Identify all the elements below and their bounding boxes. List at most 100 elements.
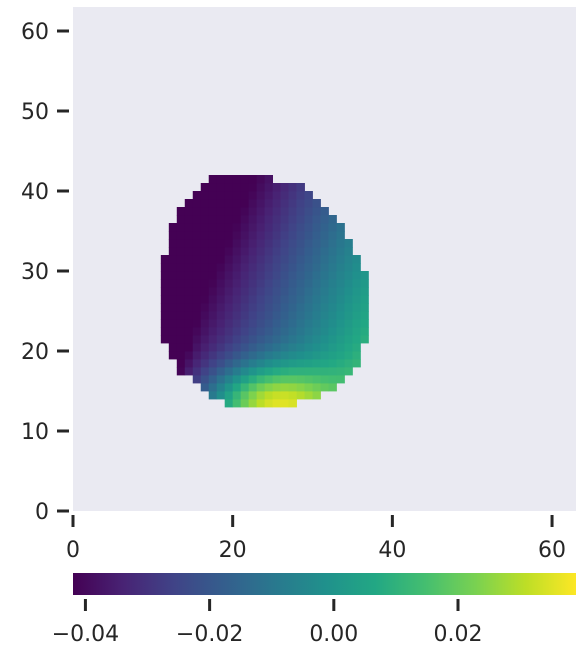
- heatmap-cell: [232, 351, 242, 360]
- heatmap-cell: [160, 271, 170, 280]
- heatmap-cell: [248, 367, 258, 376]
- heatmap-cell: [224, 319, 234, 328]
- heatmap-cell: [288, 287, 297, 296]
- heatmap-cell: [168, 295, 178, 304]
- heatmap-cell: [256, 207, 266, 216]
- heatmap-cell: [352, 351, 361, 360]
- heatmap-cell: [208, 263, 218, 272]
- heatmap-cell: [232, 215, 242, 224]
- heatmap-cell: [288, 319, 297, 328]
- heatmap-cell: [352, 263, 361, 272]
- heatmap-cell: [296, 287, 305, 296]
- heatmap-cell: [208, 327, 218, 336]
- heatmap-cell: [232, 319, 242, 328]
- heatmap-cell: [184, 239, 194, 248]
- heatmap-cell: [176, 343, 186, 352]
- colorbar: [73, 573, 576, 595]
- heatmap-cell: [256, 247, 266, 256]
- heatmap-cell: [320, 287, 329, 296]
- heatmap-cell: [304, 255, 313, 264]
- heatmap-cell: [344, 295, 353, 304]
- heatmap-cell: [248, 399, 258, 408]
- heatmap-cell: [296, 391, 305, 400]
- heatmap-cell: [248, 255, 258, 264]
- heatmap-cell: [208, 311, 218, 320]
- x-tick-label: 40: [378, 538, 406, 563]
- heatmap-cell: [264, 375, 273, 384]
- heatmap-cell: [272, 271, 281, 280]
- heatmap-cell: [176, 335, 186, 344]
- heatmap-cell: [256, 231, 266, 240]
- heatmap-cell: [216, 215, 226, 224]
- heatmap-cell: [280, 303, 289, 312]
- heatmap-cell: [344, 271, 353, 280]
- heatmap-cell: [248, 319, 258, 328]
- heatmap-cell: [296, 223, 305, 232]
- y-tick-label: 0: [35, 500, 49, 525]
- heatmap-cell: [232, 199, 242, 208]
- heatmap-cell: [312, 247, 321, 256]
- heatmap-cell: [296, 335, 305, 344]
- heatmap-cell: [296, 327, 305, 336]
- heatmap-cell: [328, 255, 337, 264]
- heatmap-cell: [352, 343, 361, 352]
- heatmap-cell: [224, 287, 234, 296]
- heatmap-cell: [256, 199, 266, 208]
- heatmap-cell: [264, 391, 273, 400]
- heatmap-cell: [312, 199, 321, 208]
- heatmap-cell: [240, 383, 250, 392]
- heatmap-cell: [248, 199, 258, 208]
- heatmap-cell: [256, 319, 266, 328]
- heatmap-cell: [304, 383, 313, 392]
- heatmap-cell: [296, 263, 305, 272]
- heatmap-cell: [208, 343, 218, 352]
- heatmap-cell: [296, 183, 305, 192]
- heatmap-cell: [184, 327, 194, 336]
- heatmap-cell: [216, 383, 226, 392]
- heatmap-cell: [360, 271, 369, 280]
- heatmap-cell: [200, 183, 210, 192]
- heatmap-cell: [352, 303, 361, 312]
- heatmap-cell: [256, 183, 266, 192]
- heatmap-cell: [336, 231, 345, 240]
- heatmap-cell: [320, 383, 329, 392]
- heatmap-cell: [168, 255, 178, 264]
- heatmap-cell: [184, 231, 194, 240]
- heatmap-cell: [336, 263, 345, 272]
- heatmap-cell: [288, 383, 297, 392]
- heatmap-cell: [240, 247, 250, 256]
- heatmap-cell: [288, 391, 297, 400]
- heatmap-cell: [328, 231, 337, 240]
- colorbar-tick-label: −0.04: [52, 622, 119, 647]
- heatmap-cell: [264, 335, 273, 344]
- heatmap-cell: [208, 223, 218, 232]
- heatmap-cell: [320, 335, 329, 344]
- heatmap-cell: [192, 215, 202, 224]
- heatmap-cell: [184, 247, 194, 256]
- heatmap-cell: [240, 199, 250, 208]
- heatmap-cell: [328, 215, 337, 224]
- heatmap-cell: [224, 343, 234, 352]
- heatmap-cell: [216, 311, 226, 320]
- heatmap-cell: [264, 247, 273, 256]
- heatmap-cell: [216, 191, 226, 200]
- heatmap-cell: [224, 351, 234, 360]
- heatmap-cell: [304, 343, 313, 352]
- heatmap-cell: [288, 223, 297, 232]
- heatmap-cell: [224, 247, 234, 256]
- heatmap-cell: [224, 223, 234, 232]
- heatmap-cell: [192, 255, 202, 264]
- heatmap-cell: [328, 279, 337, 288]
- heatmap-cell: [192, 335, 202, 344]
- heatmap-cell: [168, 287, 178, 296]
- heatmap-cell: [200, 375, 210, 384]
- heatmap-cell: [304, 303, 313, 312]
- heatmap-cell: [320, 239, 329, 248]
- heatmap-cell: [232, 239, 242, 248]
- heatmap-cell: [344, 359, 353, 368]
- heatmap-cell: [304, 239, 313, 248]
- heatmap-cell: [256, 327, 266, 336]
- heatmap-cell: [328, 303, 337, 312]
- heatmap-cell: [184, 343, 194, 352]
- heatmap-cell: [248, 231, 258, 240]
